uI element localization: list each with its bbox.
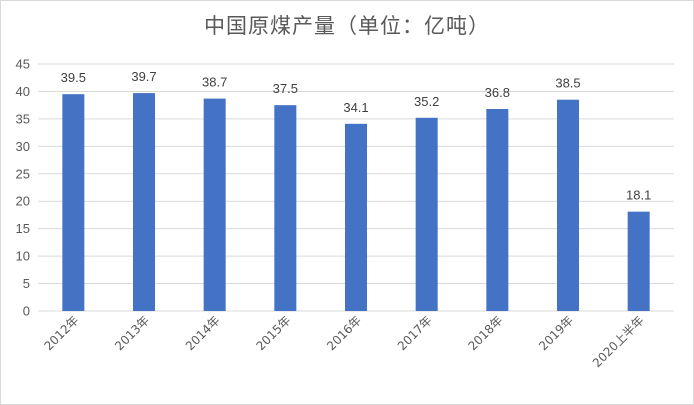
y-tick-label: 25 [16, 166, 30, 181]
x-tick-label: 2012年 [41, 313, 81, 353]
data-label: 36.8 [485, 85, 510, 100]
x-tick-label: 2019年 [536, 313, 576, 353]
bar [627, 211, 650, 311]
data-label: 34.1 [343, 100, 368, 115]
x-tick-label: 2015年 [253, 313, 293, 353]
x-tick-label: 2016年 [324, 313, 364, 353]
bar [557, 99, 579, 311]
bar [62, 94, 85, 311]
y-tick-label: 20 [16, 194, 30, 209]
x-tick-label: 2017年 [395, 313, 435, 353]
data-label: 37.5 [273, 81, 298, 96]
y-tick-label: 0 [23, 304, 30, 319]
bar [486, 109, 509, 312]
x-tick-label: 2020上半年 [590, 313, 647, 370]
bar [345, 123, 367, 311]
y-tick-label: 30 [16, 139, 30, 154]
bar [133, 93, 155, 311]
data-label: 18.1 [626, 188, 651, 203]
x-tick-label: 2014年 [183, 313, 223, 353]
data-label: 38.5 [555, 76, 580, 91]
data-label: 35.2 [414, 94, 439, 109]
x-tick-label: 2013年 [112, 313, 152, 353]
chart-title: 中国原煤产量（单位：亿吨） [204, 14, 490, 38]
y-tick-label: 40 [16, 84, 30, 99]
y-tick-label: 35 [16, 111, 30, 126]
bar [415, 117, 438, 312]
data-label: 39.7 [131, 69, 156, 84]
y-tick-label: 45 [16, 57, 30, 72]
data-label: 38.7 [202, 75, 227, 90]
bar [203, 98, 226, 311]
y-tick-label: 10 [16, 249, 30, 264]
y-tick-label: 5 [23, 276, 30, 291]
data-label: 39.5 [61, 70, 86, 85]
x-tick-label: 2018年 [465, 313, 505, 353]
bar [274, 105, 297, 312]
y-tick-label: 15 [16, 221, 30, 236]
